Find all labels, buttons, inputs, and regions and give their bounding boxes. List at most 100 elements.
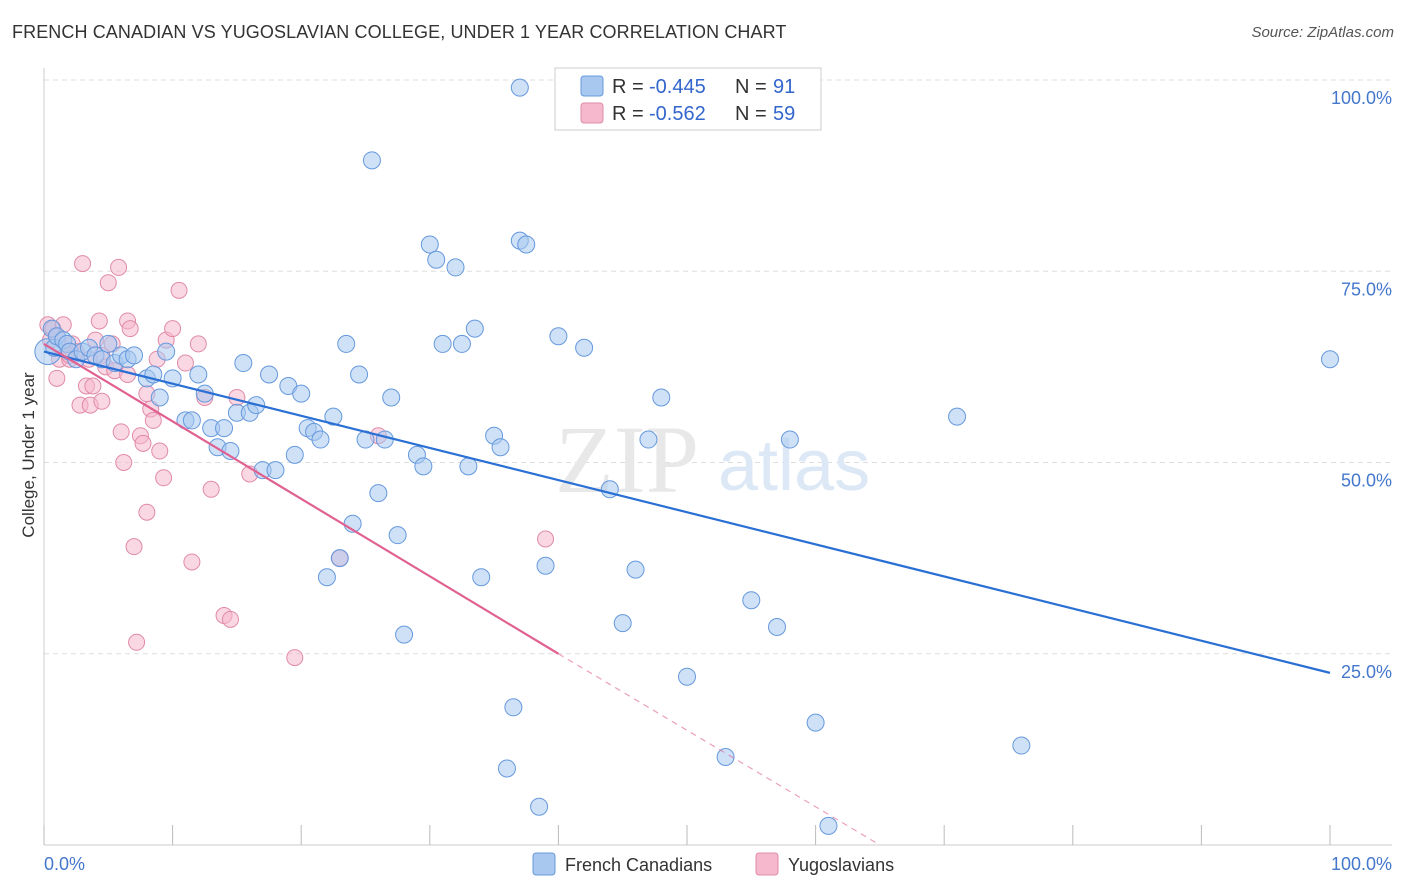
french-canadians-trend-line [43, 350, 1331, 674]
yugoslavians-point-40 [176, 354, 194, 372]
french-canadians-point-65 [472, 568, 491, 587]
series-legend-swatch-french-canadians [532, 852, 556, 876]
french-canadians-point-50 [362, 151, 381, 170]
french-canadians-point-46 [337, 334, 356, 353]
french-canadians-point-28 [215, 419, 234, 438]
legend-swatch-pink [580, 102, 604, 124]
french-canadians-point-23 [182, 411, 201, 430]
yugoslavians-point-58 [93, 392, 111, 410]
french-canadians-point-39 [292, 384, 311, 403]
legend-r-label-1: R = [612, 76, 644, 98]
legend-r-value-2: -0.562 [649, 103, 706, 125]
yugoslavians-point-26 [121, 320, 139, 338]
french-canadians-point-53 [382, 388, 401, 407]
yugoslavians-point-44 [202, 480, 220, 498]
french-canadians-point-38 [285, 445, 304, 464]
yugoslavians-point-46 [221, 610, 239, 628]
yugoslavians-point-35 [151, 442, 169, 460]
yugoslavians-point-30 [134, 434, 152, 452]
french-canadians-point-78 [613, 614, 632, 633]
yugoslavians-point-3 [48, 369, 66, 387]
yugoslavians-point-42 [189, 335, 207, 353]
french-canadians-point-80 [639, 430, 658, 449]
french-canadians-point-57 [414, 457, 433, 476]
french-canadians-point-16 [125, 346, 144, 365]
french-canadians-point-84 [742, 591, 761, 610]
yugoslavians-point-11 [74, 255, 92, 273]
yugoslavians-point-49 [286, 649, 304, 667]
y-tick-label-3: 25.0% [1341, 662, 1392, 682]
french-canadians-point-82 [678, 667, 696, 686]
yugoslavians-point-27 [125, 538, 143, 556]
french-canadians-point-31 [234, 354, 253, 373]
legend-n-value-2: 59 [773, 103, 795, 125]
french-canadians-point-89 [948, 407, 967, 426]
french-canadians-point-24 [189, 365, 208, 384]
french-canadians-point-55 [395, 625, 414, 644]
source-label: Source: ZipAtlas.com [1251, 24, 1394, 41]
chart-title: FRENCH CANADIAN VS YUGOSLAVIAN COLLEGE, … [12, 22, 787, 42]
series-legend-label-yugoslavians: Yugoslavians [788, 855, 894, 875]
x-tick-labels: 0.0% 100.0% [44, 854, 1392, 874]
yugoslavians-trend-line [43, 342, 559, 655]
french-canadians-point-91 [1321, 350, 1339, 369]
yugoslavians-point-24 [115, 454, 133, 471]
legend-n-value-1: 91 [773, 76, 795, 98]
french-canadians-point-12 [99, 334, 118, 353]
french-canadians-point-51 [369, 484, 388, 503]
trend-lines [43, 342, 1331, 846]
axes [43, 68, 1392, 846]
yugoslavians-point-52 [537, 530, 555, 548]
correlation-legend: R = -0.445 N = 91 R = -0.562 N = 59 [554, 67, 822, 131]
french-canadians-point-45 [330, 549, 349, 568]
french-canadians-point-79 [626, 560, 645, 579]
french-canadians-point-88 [819, 816, 838, 835]
french-canadians-point-36 [266, 461, 285, 480]
french-canadians-point-64 [465, 319, 484, 338]
x-tick-label-0: 0.0% [44, 854, 85, 874]
french-canadians-point-43 [317, 568, 336, 587]
yugoslavians-point-38 [164, 320, 182, 338]
yugoslavians-point-31 [138, 503, 156, 521]
watermark-zip: ZIP [555, 406, 699, 513]
yugoslavians-point-39 [170, 281, 188, 299]
french-canadians-point-59 [427, 250, 446, 269]
french-canadians-point-69 [504, 698, 523, 717]
yugoslavians-trend-extension [558, 653, 881, 846]
french-canadians-point-71 [517, 235, 536, 254]
french-canadians-point-60 [433, 334, 452, 353]
legend-r-value-1: -0.445 [649, 76, 706, 98]
french-canadians-point-35 [260, 365, 279, 384]
french-canadians-point-90 [1012, 736, 1031, 755]
french-canadians-point-42 [311, 430, 330, 449]
french-canadians-point-52 [375, 430, 394, 449]
y-tick-label-0: 100.0% [1331, 88, 1392, 108]
yugoslavians-point-23 [112, 423, 130, 441]
french-canadians-point-72 [510, 78, 529, 97]
yugoslavians-point-14 [84, 377, 102, 395]
french-canadians-point-67 [491, 438, 510, 457]
yugoslavians-point-16 [90, 312, 108, 330]
french-canadians-point-19 [150, 388, 169, 407]
series-legend: French Canadians Yugoslavians [532, 852, 894, 876]
french-canadians-point-54 [388, 526, 407, 545]
y-tick-label-2: 50.0% [1341, 471, 1392, 491]
yugoslavians-point-41 [183, 553, 201, 571]
yugoslavians-point-19 [99, 274, 117, 292]
french-canadians-point-87 [806, 713, 825, 732]
french-canadians-point-44 [324, 407, 343, 426]
french-canadians-point-58 [420, 235, 439, 254]
french-canadians-point-75 [549, 327, 568, 346]
legend-n-label-1: N = [735, 76, 767, 98]
french-canadians-point-86 [780, 430, 799, 449]
french-canadians-point-68 [497, 759, 516, 778]
y-tick-label-1: 75.0% [1341, 279, 1392, 299]
legend-r-label-2: R = [612, 103, 644, 125]
legend-n-label-2: N = [735, 103, 767, 125]
french-canadians-point-62 [452, 334, 471, 353]
french-canadians-point-83 [716, 748, 735, 767]
y-axis-label: College, Under 1 year [19, 372, 38, 538]
french-canadians-point-76 [575, 338, 594, 357]
legend-swatch-blue [580, 75, 604, 97]
